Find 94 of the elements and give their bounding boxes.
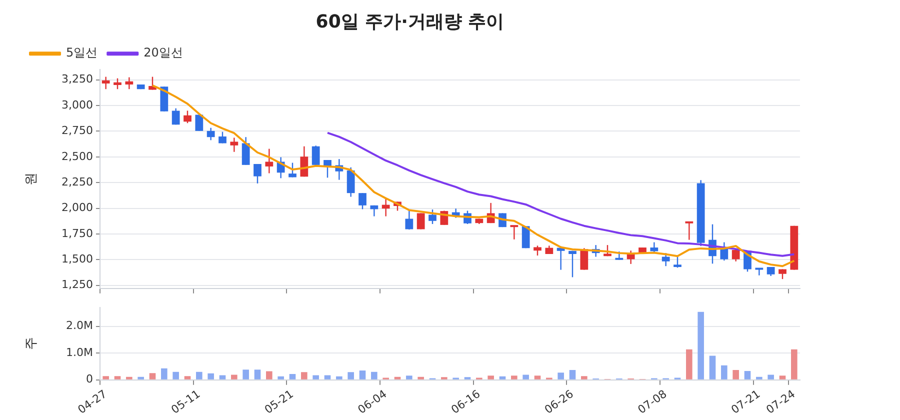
- candlestick: [184, 110, 192, 124]
- candlestick: [358, 192, 366, 210]
- y-tick-label: 3,250: [62, 72, 93, 86]
- bar: [406, 376, 412, 380]
- y-tick-label: 2.0M: [66, 319, 93, 332]
- candlestick: [568, 250, 576, 278]
- bar: [499, 376, 506, 380]
- bar: [102, 376, 109, 380]
- bar: [336, 376, 342, 380]
- bar: [231, 374, 238, 380]
- bar: [569, 370, 576, 380]
- candlestick: [674, 256, 682, 268]
- y-tick-label: 1,250: [62, 278, 93, 292]
- bar: [522, 374, 529, 380]
- y-tick-label: 2,000: [62, 201, 93, 214]
- bar: [779, 376, 786, 380]
- bar: [184, 376, 191, 380]
- bar: [744, 371, 751, 380]
- bar: [581, 376, 588, 380]
- bar: [488, 376, 494, 380]
- candlestick: [242, 136, 250, 166]
- y-tick-label: 1,500: [62, 252, 93, 266]
- bar: [289, 374, 296, 380]
- candlestick: [195, 114, 204, 132]
- candlestick: [230, 137, 238, 152]
- candlestick: [510, 225, 518, 240]
- bar: [511, 376, 518, 380]
- candlestick: [534, 245, 542, 256]
- y-tick-label: 1,750: [62, 226, 93, 240]
- y-axis-title: 주: [24, 337, 40, 350]
- bar: [534, 376, 541, 380]
- candlestick: [732, 248, 740, 262]
- candlestick: [382, 198, 390, 217]
- bar: [698, 312, 704, 380]
- bar: [312, 375, 319, 380]
- legend-label: 5일선: [66, 46, 98, 60]
- candlestick: [254, 163, 262, 184]
- y-tick-label: 0: [86, 372, 93, 386]
- bar: [196, 372, 202, 380]
- y-axis-title: 원: [24, 172, 40, 186]
- bar: [768, 374, 774, 380]
- y-tick-label: 2,250: [62, 175, 93, 188]
- bar: [359, 370, 366, 380]
- y-tick-label: 1.0M: [66, 346, 93, 359]
- bar: [126, 376, 132, 380]
- candlestick: [206, 127, 215, 141]
- candlestick: [685, 221, 694, 240]
- bar: [114, 376, 121, 380]
- bar: [756, 376, 762, 380]
- candlestick: [346, 166, 355, 198]
- bar: [254, 370, 261, 380]
- candlestick: [428, 208, 436, 225]
- candlestick: [405, 208, 414, 230]
- candlestick: [114, 78, 122, 90]
- candlestick: [102, 76, 110, 90]
- bar: [732, 370, 739, 380]
- candlestick: [662, 252, 670, 267]
- bar: [394, 376, 401, 380]
- candlestick: [778, 268, 786, 280]
- bar: [324, 375, 331, 380]
- bar: [558, 372, 564, 380]
- candlestick: [416, 212, 425, 230]
- candlestick: [650, 242, 658, 253]
- bar: [138, 376, 144, 380]
- candlestick: [300, 146, 308, 178]
- candlestick: [218, 131, 226, 144]
- bar: [709, 356, 716, 380]
- bar: [301, 372, 308, 380]
- bar: [219, 375, 226, 380]
- y-tick-label: 3,000: [62, 98, 93, 112]
- y-tick-label: 2,500: [62, 150, 93, 163]
- candlestick: [755, 268, 764, 276]
- bar: [348, 372, 354, 380]
- bar: [418, 376, 424, 380]
- candlestick: [312, 145, 320, 166]
- y-tick-label: 2,750: [62, 124, 93, 138]
- bar: [791, 349, 798, 380]
- candlestick: [580, 248, 588, 270]
- bar: [721, 365, 728, 380]
- bar: [266, 371, 272, 380]
- bar: [172, 372, 179, 380]
- bar: [161, 368, 168, 380]
- chart-title: 60일 주가·거래량 추이: [316, 11, 504, 32]
- candlestick: [172, 108, 180, 126]
- bar: [686, 349, 692, 380]
- bar: [371, 372, 378, 380]
- bar: [242, 370, 249, 380]
- bar: [208, 373, 214, 380]
- candlestick: [125, 76, 134, 90]
- candlestick: [288, 162, 296, 178]
- candlestick: [265, 148, 274, 174]
- legend-label: 20일선: [144, 46, 183, 60]
- bar: [149, 373, 156, 380]
- bar: [278, 376, 284, 380]
